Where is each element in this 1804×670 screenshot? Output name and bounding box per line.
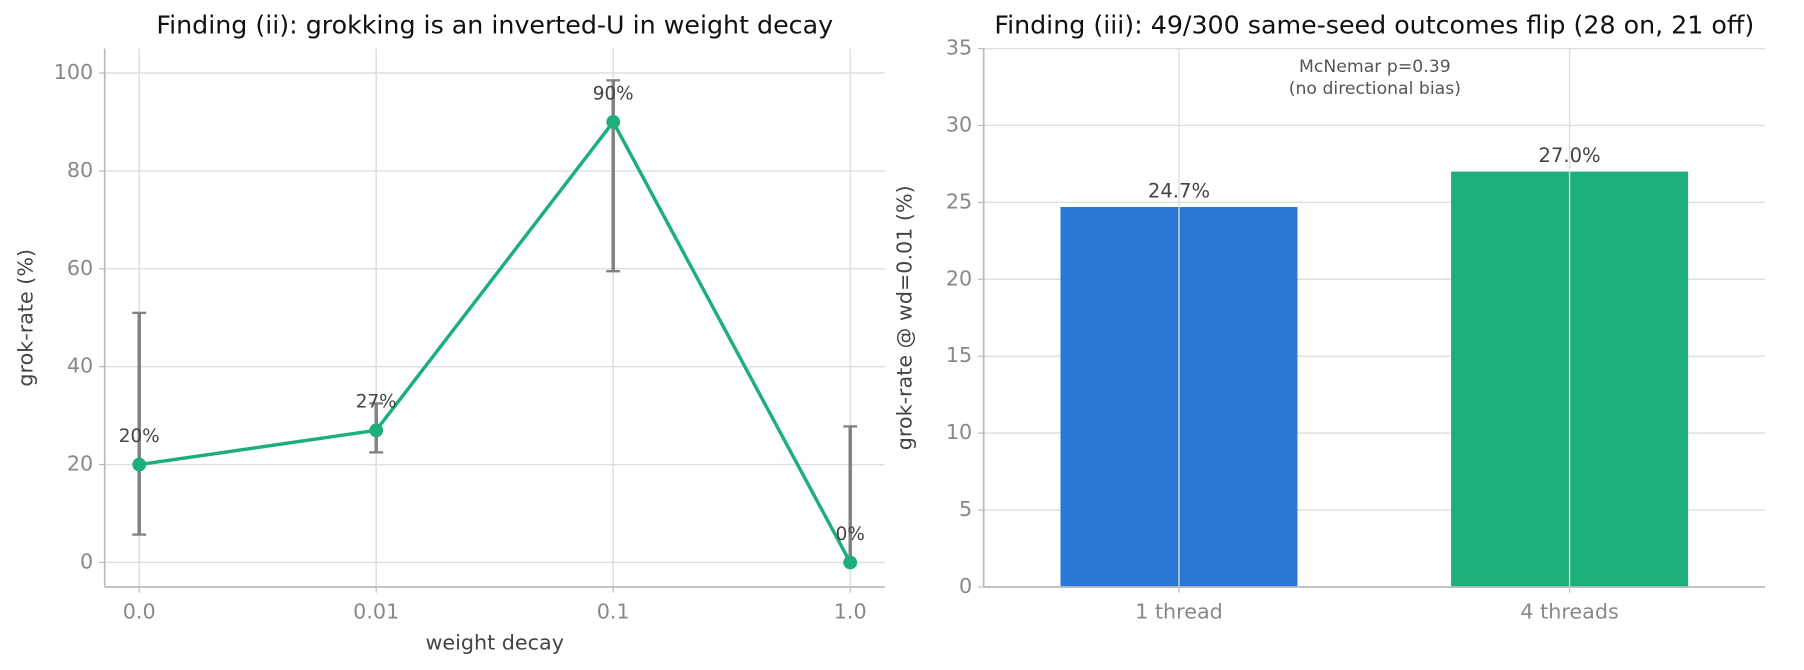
y-tick-label: 20 — [67, 452, 93, 476]
y-tick-label: 60 — [67, 256, 93, 280]
y-tick-label: 0 — [80, 549, 93, 573]
x-tick-label: 0.1 — [597, 599, 630, 623]
x-tick-label: 0.0 — [123, 599, 156, 623]
y-axis-label: grok-rate (%) — [13, 249, 37, 387]
y-tick-label: 15 — [946, 343, 972, 367]
x-tick-label: 0.01 — [353, 599, 399, 623]
point — [369, 423, 384, 438]
x-tick-label: 1.0 — [834, 599, 867, 623]
annotation: McNemar p=0.39 — [1299, 57, 1451, 77]
y-tick-label: 20 — [946, 266, 972, 290]
y-tick-label: 80 — [67, 158, 93, 182]
y-tick-label: 30 — [946, 112, 972, 136]
point — [606, 115, 621, 129]
x-tick-label: 1 thread — [1135, 599, 1223, 623]
value-label: 20% — [119, 426, 160, 447]
x-axis-label: weight decay — [425, 630, 563, 654]
point — [843, 555, 858, 570]
annotation: (no directional bias) — [1289, 79, 1461, 99]
y-tick-label: 0 — [959, 574, 972, 598]
y-axis-label: grok-rate @ wd=0.01 (%) — [892, 185, 916, 450]
value-label: 90% — [593, 83, 634, 104]
chart-title: Finding (iii): 49/300 same-seed outcomes… — [994, 11, 1754, 40]
point — [132, 457, 147, 472]
x-tick-label: 4 threads — [1520, 599, 1618, 623]
y-tick-label: 5 — [959, 497, 972, 521]
value-label: 27% — [356, 392, 397, 413]
y-tick-label: 100 — [54, 60, 94, 84]
chart-title: Finding (ii): grokking is an inverted-U … — [156, 11, 833, 40]
series-line — [138, 118, 852, 564]
value-label: 0% — [836, 524, 865, 545]
y-tick-label: 35 — [946, 36, 972, 60]
y-tick-label: 10 — [946, 420, 972, 444]
y-tick-label: 25 — [946, 189, 972, 213]
y-tick-label: 40 — [67, 354, 93, 378]
